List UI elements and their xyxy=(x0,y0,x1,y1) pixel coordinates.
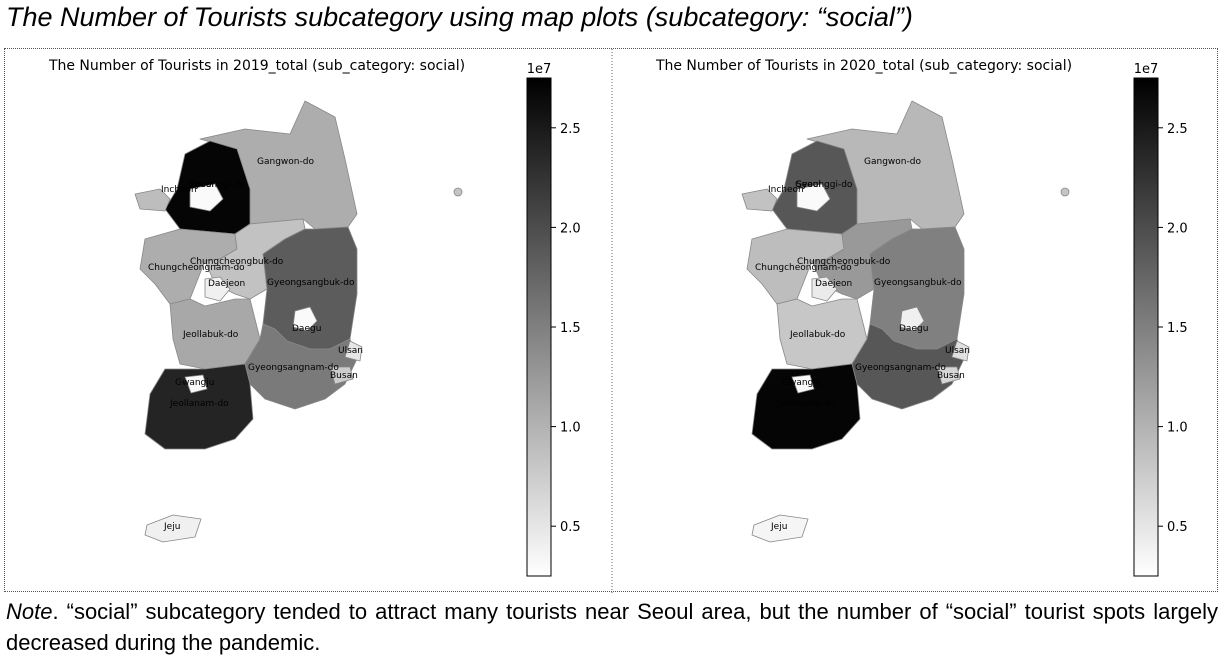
map-figure: The Number of Tourists in 2019_total (su… xyxy=(48,49,1188,593)
region-label-gyeongsangbuk-do: Gyeongsangbuk-do xyxy=(267,278,355,288)
region-seoul xyxy=(189,183,224,212)
colorbar xyxy=(1133,77,1159,577)
region-label-chungcheongnam-do: Chungcheongnam-do xyxy=(148,263,245,273)
region-label-chungcheongbuk-do: Chungcheongbuk-do xyxy=(190,257,284,267)
note-lead: Note xyxy=(6,599,53,624)
region-label-gangwon-do: Gangwon-do xyxy=(257,157,314,167)
region-daejeon xyxy=(811,276,838,302)
figure-note: Note. “social” subcategory tended to att… xyxy=(6,596,1218,658)
colorbar-tick-label: 0.5 xyxy=(1167,520,1188,535)
region-label-chungcheongbuk-do: Chungcheongbuk-do xyxy=(797,257,891,267)
region-daegu xyxy=(899,306,925,332)
island-shape xyxy=(1060,187,1070,197)
colorbar-multiplier: 1e7 xyxy=(527,62,552,77)
colorbar-tick-label: 2.0 xyxy=(560,221,581,236)
region-label-gwangju: Gwangju xyxy=(175,378,214,388)
region-label-seoul: Seoul xyxy=(189,180,214,190)
region-label-seoul: Seoul xyxy=(796,180,821,190)
region-label-daejeon: Daejeon xyxy=(208,279,245,289)
region-jeollanam-do xyxy=(144,363,254,450)
region-label-busan: Busan xyxy=(937,371,965,381)
region-label-incheon: Incheon xyxy=(768,185,804,195)
region-jeju xyxy=(751,514,809,543)
region-label-jeju: Jeju xyxy=(163,522,180,532)
region-label-gyeonggi-do: Gyeonggi-do xyxy=(188,180,246,190)
region-incheon xyxy=(134,188,171,212)
region-daegu xyxy=(292,306,318,332)
region-jeollanam-do xyxy=(751,363,861,450)
region-label-gangwon-do: Gangwon-do xyxy=(864,157,921,167)
region-gwangju xyxy=(184,374,208,394)
region-label-jeju: Jeju xyxy=(770,522,787,532)
region-label-jeollabuk-do: Jeollabuk-do xyxy=(182,330,239,340)
region-label-jeollanam-do: Jeollanam-do xyxy=(169,399,229,409)
colorbar-multiplier: 1e7 xyxy=(1134,62,1159,77)
colorbar-tick-label: 2.0 xyxy=(1167,221,1188,236)
map-panel-2019: The Number of Tourists in 2019_total (su… xyxy=(48,58,581,577)
island-shape xyxy=(453,187,463,197)
region-seoul xyxy=(796,183,831,212)
note-text: . “social” subcategory tended to attract… xyxy=(6,599,1218,655)
region-label-ulsan: Ulsan xyxy=(945,346,970,356)
region-jeollabuk-do xyxy=(169,298,261,370)
panel-title: The Number of Tourists in 2019_total (su… xyxy=(48,58,465,74)
colorbar-tick-label: 2.5 xyxy=(560,122,581,137)
region-label-gyeongsangnam-do: Gyeongsangnam-do xyxy=(248,363,339,373)
colorbar-tick-label: 1.5 xyxy=(1167,321,1188,336)
colorbar-tick-label: 1.0 xyxy=(560,421,581,436)
figure-frame: The Number of Tourists in 2019_total (su… xyxy=(4,48,1218,593)
region-busan xyxy=(329,366,354,385)
region-label-gwangju: Gwangju xyxy=(782,378,821,388)
region-label-daegu: Daegu xyxy=(899,324,928,334)
region-label-incheon: Incheon xyxy=(161,185,197,195)
region-gwangju xyxy=(791,374,815,394)
region-label-gyeongsangbuk-do: Gyeongsangbuk-do xyxy=(874,278,962,288)
map-panel-2020: The Number of Tourists in 2020_total (su… xyxy=(655,58,1188,577)
colorbar-tick-label: 0.5 xyxy=(560,520,581,535)
region-label-ulsan: Ulsan xyxy=(338,346,363,356)
region-label-gyeongsangnam-do: Gyeongsangnam-do xyxy=(855,363,946,373)
figure-title: The Number of Tourists subcategory using… xyxy=(6,2,913,32)
panel-title: The Number of Tourists in 2020_total (su… xyxy=(655,58,1072,74)
region-label-gyeonggi-do: Gyeonggi-do xyxy=(795,180,853,190)
region-label-jeollabuk-do: Jeollabuk-do xyxy=(789,330,846,340)
colorbar xyxy=(526,77,552,577)
region-ulsan xyxy=(344,340,363,362)
region-label-jeollanam-do: Jeollanam-do xyxy=(776,399,836,409)
region-jeju xyxy=(144,514,202,543)
region-label-chungcheongnam-do: Chungcheongnam-do xyxy=(755,263,852,273)
region-busan xyxy=(936,366,961,385)
colorbar-tick-label: 2.5 xyxy=(1167,122,1188,137)
region-ulsan xyxy=(951,340,970,362)
region-label-daejeon: Daejeon xyxy=(815,279,852,289)
region-label-busan: Busan xyxy=(330,371,358,381)
colorbar-tick-label: 1.0 xyxy=(1167,421,1188,436)
region-jeollabuk-do xyxy=(776,298,868,370)
colorbar-tick-label: 1.5 xyxy=(560,321,581,336)
region-label-daegu: Daegu xyxy=(292,324,321,334)
region-incheon xyxy=(741,188,778,212)
region-daejeon xyxy=(204,276,231,302)
